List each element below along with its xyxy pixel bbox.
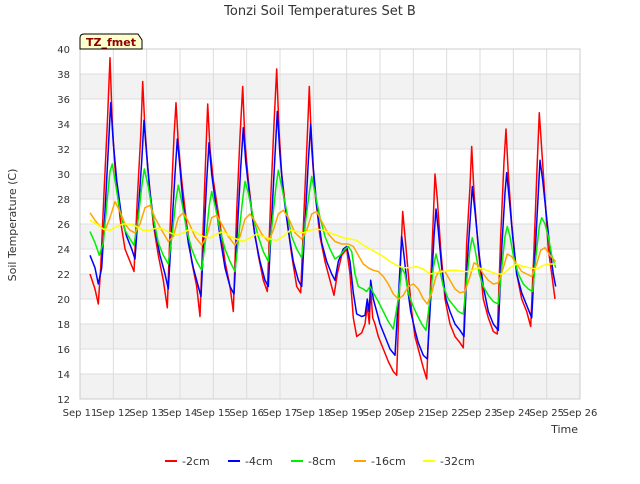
legend-item: -4cm [228, 455, 273, 468]
x-tick-label: Sep 25 [529, 408, 564, 419]
y-tick-label: 38 [57, 70, 70, 81]
series-line--32cm [89, 219, 556, 275]
x-tick-label: Sep 18 [296, 408, 331, 419]
y-tick-label: 32 [57, 145, 70, 156]
legend-item: -16cm [354, 455, 406, 468]
y-axis-label: Soil Temperature (C) [6, 169, 19, 282]
x-axis-label: Time [550, 423, 578, 436]
y-axis-ticks: 12 14 16 18 20 22 24 26 28 30 32 34 36 38 40 [57, 45, 70, 406]
plot-band [80, 299, 580, 324]
plot-band [80, 199, 580, 224]
plot-band [80, 99, 580, 124]
y-tick-label: 34 [57, 120, 70, 131]
y-tick-label: 26 [57, 220, 70, 231]
y-tick-label: 14 [57, 370, 70, 381]
y-tick-label: 18 [57, 320, 70, 331]
x-tick-label: Sep 20 [363, 408, 398, 419]
annotation-label: TZ_fmet [86, 36, 136, 49]
series-line--4cm [89, 101, 557, 360]
annotation-box [79, 33, 143, 50]
series-line--8cm [89, 163, 557, 332]
plot-band [80, 49, 580, 74]
station-annotation: TZ_fmet [79, 33, 143, 50]
x-tick-label: Sep 14 [163, 408, 198, 419]
chart-title: Tonzi Soil Temperatures Set B [223, 4, 416, 19]
plot-band [80, 74, 580, 99]
legend-label: -8cm [308, 455, 336, 468]
legend-label: -32cm [440, 455, 475, 468]
series-line--16cm [89, 200, 557, 305]
x-tick-label: Sep 24 [496, 408, 531, 419]
plot-frame [79, 48, 581, 400]
x-tick-label: Sep 21 [396, 408, 431, 419]
x-tick-label: Sep 26 [563, 408, 598, 419]
y-tick-label: 22 [57, 270, 70, 281]
x-tick-label: Sep 19 [329, 408, 364, 419]
x-tick-label: Sep 11 [63, 408, 98, 419]
x-tick-label: Sep 16 [229, 408, 264, 419]
y-tick-label: 12 [57, 395, 70, 406]
series-layer [89, 57, 557, 380]
x-tick-label: Sep 22 [429, 408, 464, 419]
plot-band [80, 149, 580, 174]
plot-band [80, 174, 580, 199]
legend-item: -32cm [423, 455, 475, 468]
x-tick-label: Sep 15 [196, 408, 231, 419]
x-tick-label: Sep 13 [129, 408, 164, 419]
legend: -2cm -4cm -8cm -16cm -32cm [165, 455, 475, 468]
plot-band [80, 374, 580, 399]
y-tick-label: 20 [57, 295, 70, 306]
plot-band [80, 324, 580, 349]
legend-label: -16cm [371, 455, 406, 468]
y-tick-label: 36 [57, 95, 70, 106]
y-tick-label: 16 [57, 345, 70, 356]
y-tick-label: 30 [57, 170, 70, 181]
legend-label: -4cm [245, 455, 273, 468]
y-tick-label: 28 [57, 195, 70, 206]
legend-item: -8cm [291, 455, 336, 468]
x-tick-label: Sep 23 [463, 408, 498, 419]
legend-item: -2cm [165, 455, 210, 468]
plot-band [80, 124, 580, 149]
x-tick-label: Sep 12 [96, 408, 131, 419]
y-tick-label: 40 [57, 45, 70, 56]
legend-label: -2cm [182, 455, 210, 468]
plot-band [80, 349, 580, 374]
x-tick-label: Sep 17 [263, 408, 298, 419]
y-tick-label: 24 [57, 245, 70, 256]
